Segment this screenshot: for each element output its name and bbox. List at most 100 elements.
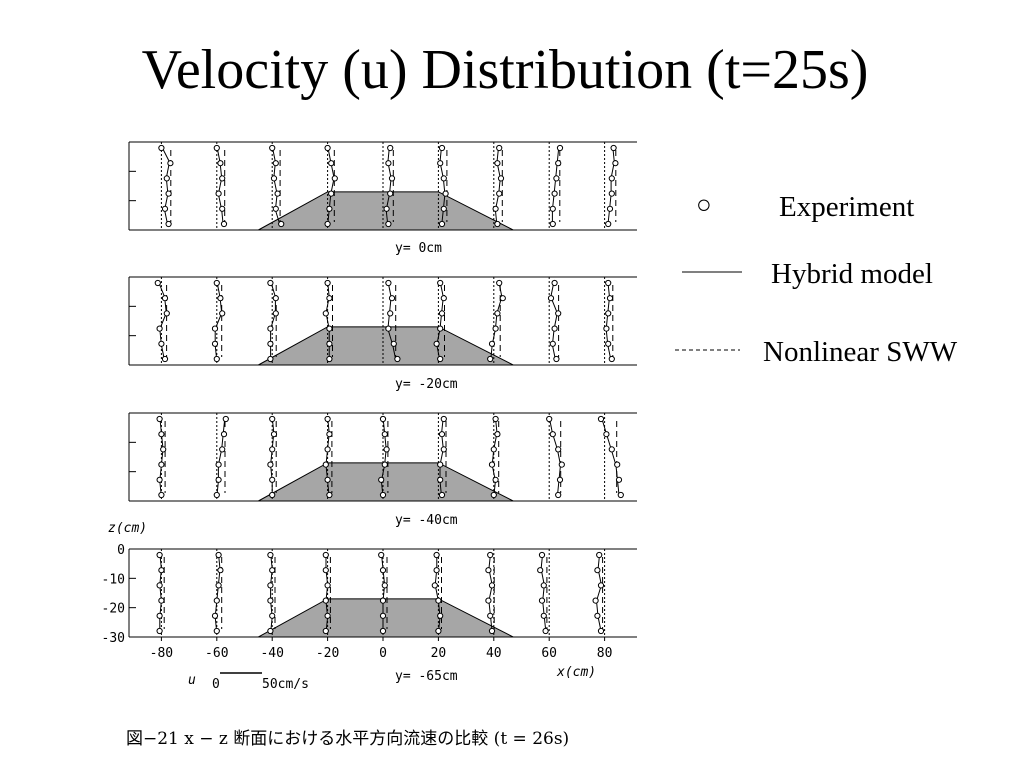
experiment-point	[437, 612, 444, 619]
experiment-point	[161, 205, 169, 212]
experiment-point	[270, 431, 278, 438]
experiment-point	[267, 461, 274, 468]
experiment-point	[161, 295, 169, 302]
experiment-point	[163, 310, 170, 317]
experiment-point	[438, 491, 446, 499]
panels-group: y= 0cm y= -20cm y= -40cm y= -65cm 0 -10 -20 -30…	[102, 141, 637, 684]
experiment-point	[213, 491, 220, 499]
experiment-point	[494, 431, 501, 438]
panel-4: y= -65cm	[128, 548, 637, 684]
experiment-point	[324, 446, 331, 453]
experiment-point	[213, 144, 220, 152]
experiment-point	[596, 551, 603, 559]
experiment-point	[605, 220, 612, 228]
experiment-point	[540, 612, 547, 619]
experiment-point	[440, 415, 447, 423]
experiment-point	[267, 551, 274, 559]
experiment-point	[387, 144, 394, 152]
experiment-point	[606, 205, 614, 212]
experiment-point	[487, 612, 494, 619]
experiment-point	[540, 582, 547, 589]
experiment-point	[556, 476, 564, 483]
experiment-point	[322, 597, 329, 604]
experiment-point	[324, 144, 331, 152]
experiment-point	[322, 310, 329, 317]
legend-sww-label: Nonlinear SWW	[763, 336, 958, 368]
experiment-point	[553, 355, 560, 363]
experiment-point	[555, 310, 562, 317]
panel-2: y= -20cm	[128, 276, 637, 392]
experiment-point	[267, 325, 274, 332]
experiment-point	[608, 190, 615, 197]
experiment-point	[492, 415, 499, 423]
experiment-point	[487, 551, 494, 559]
experiment-point	[156, 476, 163, 483]
experiment-point	[594, 567, 601, 574]
experiment-point	[272, 310, 279, 317]
experiment-point	[499, 295, 506, 302]
y-tick-label: -10	[102, 572, 125, 587]
experiment-point	[324, 220, 331, 228]
hybrid-model-curve	[600, 416, 620, 498]
experiment-point	[385, 160, 392, 167]
panel-label: y= -40cm	[395, 513, 458, 528]
experiment-point	[597, 415, 605, 423]
experiment-point	[492, 325, 499, 332]
experiment-point	[438, 220, 446, 228]
experiment-point	[496, 144, 503, 152]
experiment-point	[324, 279, 331, 287]
scale-prefix: u	[188, 673, 196, 688]
hybrid-model-curve	[380, 552, 386, 633]
experiment-point	[555, 491, 562, 499]
experiment-point	[274, 190, 281, 197]
experiment-point	[326, 205, 333, 212]
experiment-point	[440, 205, 447, 212]
hybrid-model-curve	[436, 280, 444, 362]
x-tick-label: -40	[260, 646, 283, 661]
experiment-point	[156, 325, 163, 332]
experiment-point	[546, 415, 553, 423]
y-tick-label: -20	[102, 602, 125, 617]
experiment-point	[388, 295, 396, 302]
experiment-point	[551, 190, 558, 197]
experiment-point	[158, 431, 165, 438]
experiment-point	[269, 612, 276, 619]
x-tick-label: 80	[597, 646, 613, 661]
experiment-point	[379, 491, 387, 499]
z-axis-label: z(cm)	[108, 521, 147, 536]
hybrid-model-curve	[216, 145, 224, 227]
hybrid-model-curve	[490, 280, 503, 362]
experiment-point	[440, 175, 447, 182]
hybrid-model-curve	[605, 280, 612, 362]
experiment-point	[217, 295, 224, 302]
experiment-point	[490, 446, 497, 453]
experiment-point	[158, 340, 165, 347]
x-axis-label: x(cm)	[556, 665, 596, 680]
experiment-point	[165, 220, 172, 228]
experiment-point	[608, 355, 615, 363]
hybrid-model-curve	[214, 552, 221, 634]
hybrid-model-curve	[327, 145, 335, 227]
experiment-point	[156, 612, 163, 619]
experiment-point	[494, 310, 501, 317]
experiment-point	[494, 160, 501, 167]
experiment-point	[394, 355, 401, 363]
experiment-point	[387, 310, 394, 317]
hybrid-model-curve	[595, 552, 602, 634]
experiment-point	[494, 220, 501, 228]
hybrid-model-curve	[159, 552, 162, 633]
experiment-point	[492, 205, 499, 212]
hybrid-model-curve	[434, 553, 441, 634]
hybrid-model-curve	[270, 416, 275, 497]
experiment-point	[553, 175, 560, 182]
experiment-point	[385, 325, 392, 332]
hybrid-model-curve	[494, 145, 501, 227]
hybrid-model-curve	[271, 145, 281, 227]
experiment-point	[608, 446, 615, 453]
legend-hybrid-label: Hybrid model	[771, 258, 933, 290]
experiment-point	[267, 279, 274, 287]
experiment-point	[551, 279, 558, 287]
experiment-point	[167, 160, 174, 167]
hybrid-model-curve	[270, 552, 273, 634]
experiment-point	[538, 597, 546, 604]
